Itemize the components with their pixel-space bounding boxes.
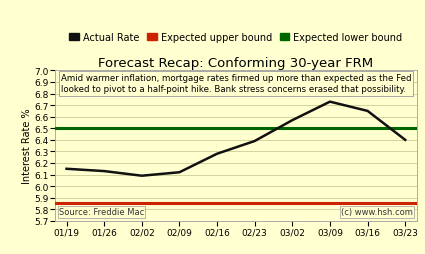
Text: Amid warmer inflation, mortgage rates firmed up more than expected as the Fed
lo: Amid warmer inflation, mortgage rates fi… — [61, 73, 411, 94]
Legend: Actual Rate, Expected upper bound, Expected lower bound: Actual Rate, Expected upper bound, Expec… — [67, 31, 405, 45]
Y-axis label: Interest Rate %: Interest Rate % — [22, 108, 32, 184]
Text: Source: Freddie Mac: Source: Freddie Mac — [59, 208, 144, 216]
Text: (c) www.hsh.com: (c) www.hsh.com — [341, 208, 413, 216]
Title: Forecast Recap: Conforming 30-year FRM: Forecast Recap: Conforming 30-year FRM — [98, 57, 374, 70]
